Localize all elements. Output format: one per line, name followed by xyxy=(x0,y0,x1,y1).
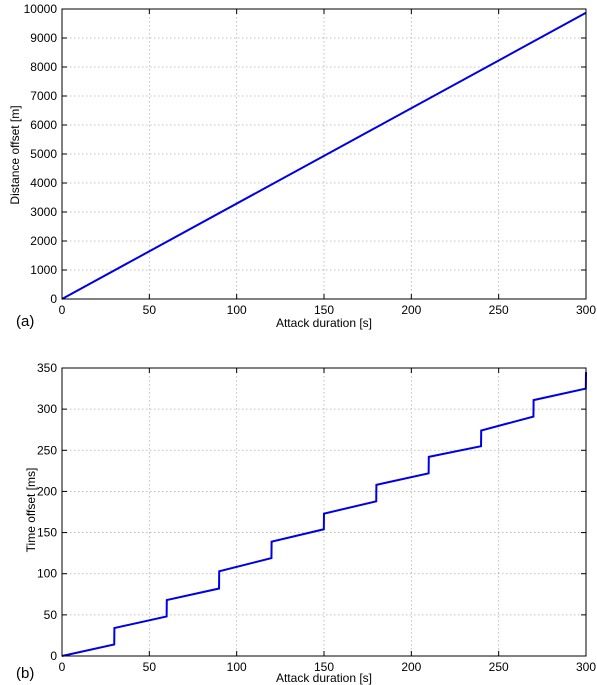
x-tick-label: 200 xyxy=(401,660,421,674)
x-tick-label: 250 xyxy=(489,660,509,674)
x-tick-label: 150 xyxy=(314,303,334,317)
x-tick-label: 150 xyxy=(314,660,334,674)
x-tick-label: 300 xyxy=(576,660,596,674)
y-tick-label: 2000 xyxy=(30,234,57,248)
x-tick-label: 50 xyxy=(143,303,157,317)
y-axis-label-a: Distance offset [m] xyxy=(8,105,22,204)
y-tick-label: 5000 xyxy=(30,147,57,161)
y-tick-label: 350 xyxy=(37,361,57,375)
series-line-a-0 xyxy=(61,11,587,300)
x-tick-label: 250 xyxy=(489,303,509,317)
y-tick-label: 300 xyxy=(37,402,57,416)
x-tick-label: 0 xyxy=(59,303,66,317)
y-tick-label: 4000 xyxy=(30,176,57,190)
y-tick-label: 150 xyxy=(37,526,57,540)
y-tick-label: 7000 xyxy=(30,89,57,103)
y-tick-label: 8000 xyxy=(30,60,57,74)
y-tick-label: 9000 xyxy=(30,31,57,45)
y-tick-label: 50 xyxy=(44,608,58,622)
x-tick-label: 300 xyxy=(576,303,596,317)
y-tick-label: 0 xyxy=(50,292,57,306)
y-tick-label: 6000 xyxy=(30,118,57,132)
series-line-b-0 xyxy=(61,372,587,657)
y-tick-label: 0 xyxy=(50,649,57,663)
panel-label-a: (a) xyxy=(16,313,34,330)
time-offset-chart: (b) Attack duration [s] Time offset [ms]… xyxy=(16,361,596,685)
y-axis-label-b: Time offset [ms] xyxy=(24,468,38,553)
x-tick-label: 0 xyxy=(59,660,66,674)
x-tick-label: 100 xyxy=(227,660,247,674)
panel-label-b: (b) xyxy=(16,665,34,682)
x-axis-label-a: Attack duration [s] xyxy=(276,316,372,330)
x-tick-label: 200 xyxy=(401,303,421,317)
y-tick-label: 3000 xyxy=(30,205,57,219)
x-axis-label-b: Attack duration [s] xyxy=(276,671,372,685)
x-tick-label: 100 xyxy=(227,303,247,317)
y-tick-label: 250 xyxy=(37,443,57,457)
x-tick-label: 50 xyxy=(143,660,157,674)
y-tick-label: 200 xyxy=(37,484,57,498)
distance-offset-chart: (a) Attack duration [s] Distance offset … xyxy=(8,2,596,330)
y-tick-label: 100 xyxy=(37,567,57,581)
y-tick-label: 10000 xyxy=(24,2,58,16)
y-tick-label: 1000 xyxy=(30,263,57,277)
